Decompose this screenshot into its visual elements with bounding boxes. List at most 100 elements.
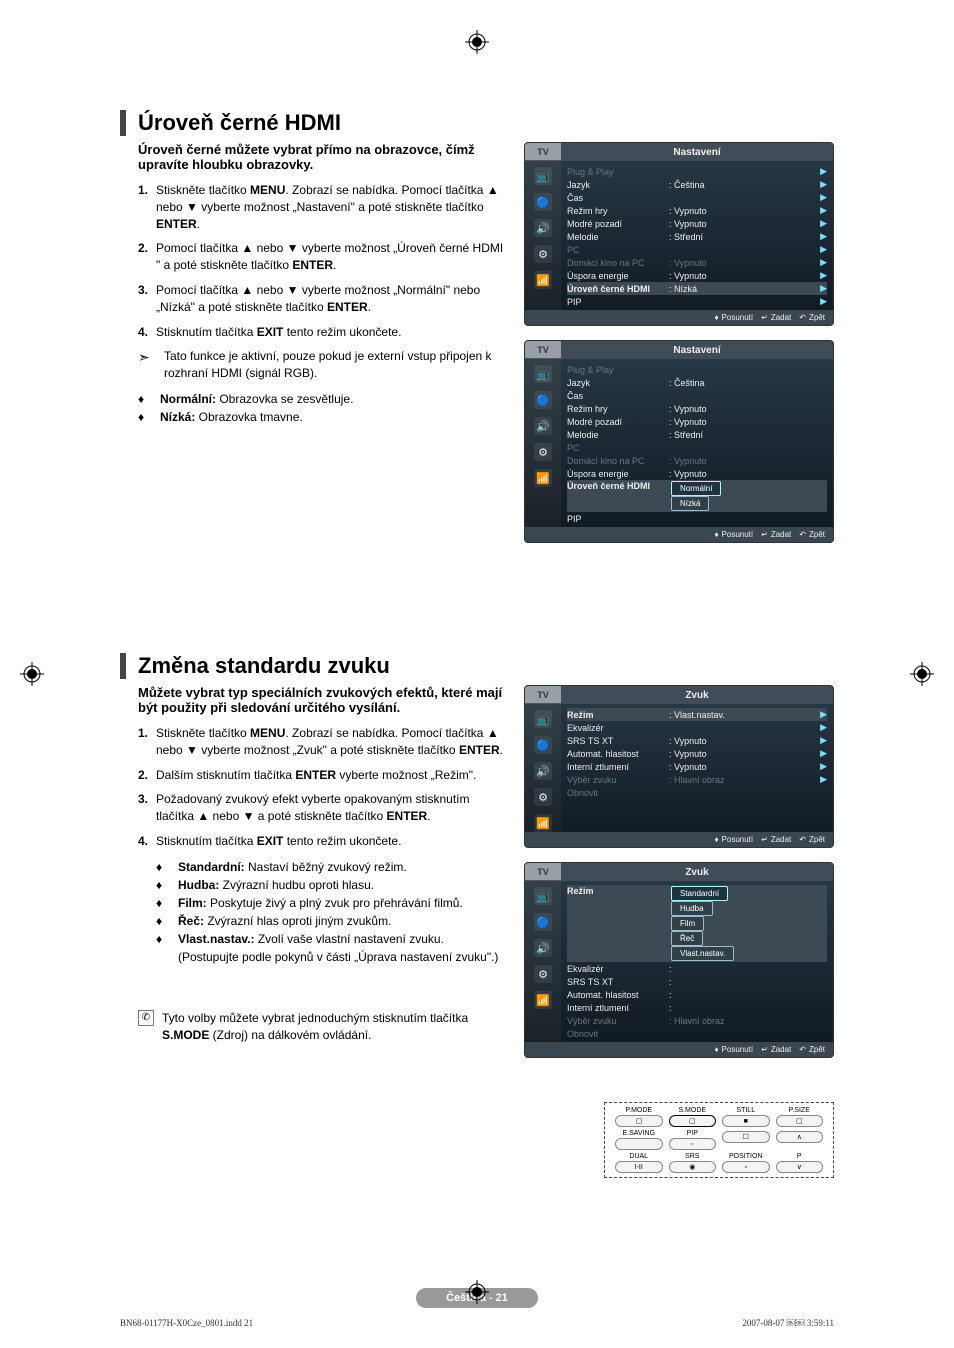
osd-footer: ♦ Posunutí↵Zadat↶ Zpět bbox=[525, 832, 833, 847]
osd-row-value: : Hlavní obraz bbox=[667, 775, 817, 785]
remote-button: P.SIZE▢ bbox=[776, 1107, 824, 1127]
bullet-text: Standardní: Nastaví běžný zvukový režim. bbox=[178, 858, 407, 876]
osd-row-value: : Vypnuto bbox=[667, 258, 817, 268]
move-icon: ♦ bbox=[714, 313, 718, 322]
osd-category-icon: 🔵 bbox=[534, 736, 552, 754]
osd-title: Nastavení bbox=[561, 143, 833, 161]
chevron-right-icon: ▶ bbox=[817, 270, 827, 281]
enter-icon: ↵ bbox=[761, 313, 768, 322]
osd-category-icon: 🔵 bbox=[534, 913, 552, 931]
osd-row-value: : Vypnuto bbox=[667, 762, 817, 772]
remote-button-label: E.SAVING bbox=[615, 1130, 663, 1137]
osd-option-pill: Vlast.nastav. bbox=[671, 946, 734, 961]
registration-mark bbox=[910, 662, 934, 686]
osd-option-pill: Film bbox=[671, 916, 704, 931]
osd-category-icon: 📺 bbox=[534, 167, 552, 185]
osd-row-value: StandardníHudbaFilmŘečVlast.nastav. bbox=[667, 886, 827, 961]
bullet-text: Vlast.nastav.: Zvolí vaše vlastní nastav… bbox=[178, 930, 506, 966]
step-number: 2. bbox=[138, 767, 156, 784]
remote-button-label: STILL bbox=[722, 1107, 770, 1114]
section-title: Změna standardu zvuku bbox=[138, 653, 834, 679]
osd-category-icon: 📶 bbox=[534, 991, 552, 1009]
enter-icon: ↵ bbox=[761, 530, 768, 539]
registration-mark bbox=[465, 30, 489, 54]
remote-button-label: PIP bbox=[669, 1130, 717, 1137]
bullet-text: Řeč: Zvýrazní hlas oproti jiným zvukům. bbox=[178, 912, 391, 930]
osd-row-label: Úroveň černé HDMI bbox=[567, 284, 667, 294]
section-title: Úroveň černé HDMI bbox=[138, 110, 834, 136]
osd-row-label: Režim bbox=[567, 886, 667, 896]
diamond-icon: ♦ bbox=[156, 876, 170, 894]
remote-button-shape: ▫ bbox=[722, 1161, 770, 1173]
bullet-text: Nízká: Obrazovka tmavne. bbox=[160, 408, 303, 426]
osd-row-label: Domácí kino na PC bbox=[567, 258, 667, 268]
osd-sound-menu-2: TVZvuk📺🔵🔊⚙📶RežimStandardníHudbaFilmŘečVl… bbox=[524, 862, 834, 1058]
chevron-right-icon: ▶ bbox=[817, 735, 827, 746]
remote-button: SRS◉ bbox=[669, 1153, 717, 1173]
chevron-right-icon: ▶ bbox=[817, 166, 827, 177]
osd-footer: ♦ Posunutí↵Zadat↶ Zpět bbox=[525, 527, 833, 542]
step-number: 3. bbox=[138, 282, 156, 316]
osd-category-icon: 📶 bbox=[534, 814, 552, 832]
remote-button: POSITION▫ bbox=[722, 1153, 770, 1173]
osd-row-label: PIP bbox=[567, 297, 667, 307]
osd-option-pill: Hudba bbox=[671, 901, 713, 916]
registration-mark bbox=[465, 1280, 489, 1304]
osd-row-value: : Vypnuto bbox=[667, 404, 817, 414]
diamond-icon: ♦ bbox=[156, 930, 170, 966]
diamond-icon: ♦ bbox=[156, 912, 170, 930]
remote-button: DUALI-II bbox=[615, 1153, 663, 1173]
back-icon: ↶ bbox=[799, 313, 806, 322]
chevron-right-icon: ▶ bbox=[817, 179, 827, 190]
osd-category-icon: 🔊 bbox=[534, 219, 552, 237]
remote-button: PIP▫ bbox=[669, 1130, 717, 1150]
note-text: Tato funkce je aktivní, pouze pokud je e… bbox=[164, 348, 506, 382]
intro-text: Úroveň černé můžete vybrat přímo na obra… bbox=[138, 142, 506, 172]
step-text: Stiskněte tlačítko MENU. Zobrazí se nabí… bbox=[156, 725, 506, 759]
osd-row-label: Interní ztlumení bbox=[567, 762, 667, 772]
osd-row-value: : Vypnuto bbox=[667, 749, 817, 759]
move-icon: ♦ bbox=[714, 835, 718, 844]
remote-button-shape: ▫ bbox=[669, 1138, 717, 1150]
osd-category-icon: ⚙ bbox=[534, 443, 552, 461]
remote-button-shape: ☐ bbox=[722, 1131, 770, 1143]
step-text: Stisknutím tlačítka EXIT tento režim uko… bbox=[156, 324, 506, 341]
osd-row-label: Modré pozadí bbox=[567, 219, 667, 229]
steps-list: 1.Stiskněte tlačítko MENU. Zobrazí se na… bbox=[138, 182, 506, 340]
chevron-right-icon: ▶ bbox=[817, 218, 827, 229]
osd-row-value: : Nízká bbox=[667, 284, 817, 294]
step-text: Pomocí tlačítka ▲ nebo ▼ vyberte možnost… bbox=[156, 282, 506, 316]
remote-button-label: P bbox=[776, 1153, 824, 1160]
move-icon: ♦ bbox=[714, 1045, 718, 1054]
osd-row-label: Interní ztlumení bbox=[567, 1003, 667, 1013]
osd-row-label: Režim hry bbox=[567, 404, 667, 414]
chevron-right-icon: ▶ bbox=[817, 283, 827, 294]
remote-button: P.MODE▢ bbox=[615, 1107, 663, 1127]
osd-row-label: Jazyk bbox=[567, 378, 667, 388]
remote-button-label: P.MODE bbox=[615, 1107, 663, 1114]
intro-text: Můžete vybrat typ speciálních zvukových … bbox=[138, 685, 506, 715]
back-icon: ↶ bbox=[799, 1045, 806, 1054]
osd-row-label: Výběr zvuku bbox=[567, 775, 667, 785]
step-number: 4. bbox=[138, 833, 156, 850]
osd-row-value: : Vypnuto bbox=[667, 736, 817, 746]
osd-category-icon: 🔊 bbox=[534, 939, 552, 957]
remote-tip-text: Tyto volby můžete vybrat jednoduchým sti… bbox=[162, 1010, 506, 1044]
remote-button-label: SRS bbox=[669, 1153, 717, 1160]
osd-row-label: Automat. hlasitost bbox=[567, 990, 667, 1000]
chevron-right-icon: ▶ bbox=[817, 296, 827, 307]
osd-tv-badge: TV bbox=[525, 863, 561, 881]
osd-row-label: Výběr zvuku bbox=[567, 1016, 667, 1026]
section-sound-standard: Změna standardu zvuku Můžete vybrat typ … bbox=[120, 653, 834, 1178]
remote-button-shape: ▢ bbox=[669, 1115, 717, 1127]
remote-button: P∨ bbox=[776, 1153, 824, 1173]
chevron-right-icon: ▶ bbox=[817, 231, 827, 242]
osd-footer: ♦ Posunutí↵Zadat↶ Zpět bbox=[525, 310, 833, 325]
chevron-right-icon: ▶ bbox=[817, 761, 827, 772]
bullet-text: Film: Poskytuje živý a plný zvuk pro pře… bbox=[178, 894, 463, 912]
osd-row-label: Melodie bbox=[567, 232, 667, 242]
osd-row-value: : Vypnuto bbox=[667, 469, 817, 479]
diamond-icon: ♦ bbox=[138, 390, 152, 408]
bullet-list: ♦ Standardní: Nastaví běžný zvukový režim… bbox=[138, 858, 506, 966]
osd-category-icon: ⚙ bbox=[534, 788, 552, 806]
